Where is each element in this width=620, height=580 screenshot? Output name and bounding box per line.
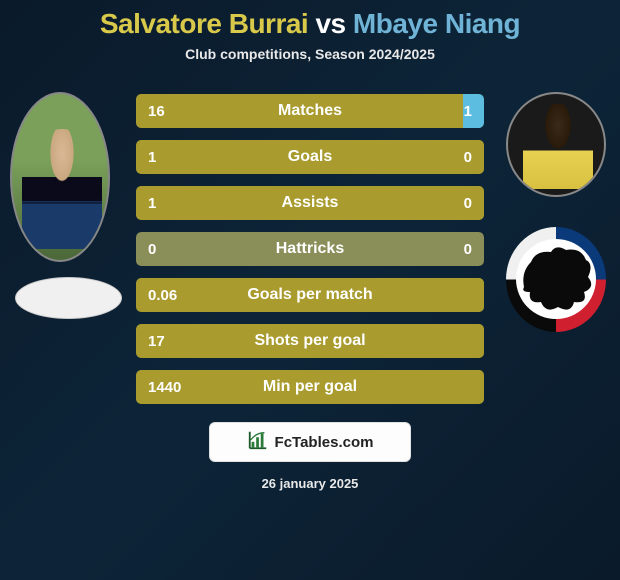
stat-label: Hattricks <box>136 240 484 258</box>
stat-label: Goals per match <box>136 286 484 304</box>
player2-name: Mbaye Niang <box>353 8 520 39</box>
stat-row: 0.06Goals per match <box>136 278 484 312</box>
stat-label: Matches <box>136 102 484 120</box>
stats-list: 161Matches 10Goals 10Assists 00Hattricks 0.0… <box>136 92 484 404</box>
card-date: 26 january 2025 <box>0 476 620 491</box>
stat-row: 17Shots per goal <box>136 324 484 358</box>
stat-label: Min per goal <box>136 378 484 396</box>
stat-row: 1440Min per goal <box>136 370 484 404</box>
stat-row: 10Assists <box>136 186 484 220</box>
player1-name: Salvatore Burrai <box>100 8 308 39</box>
vs-separator: vs <box>315 8 345 39</box>
card-title: Salvatore Burrai vs Mbaye Niang <box>0 0 620 40</box>
stat-label: Goals <box>136 148 484 166</box>
stat-row: 161Matches <box>136 94 484 128</box>
player2-photo <box>506 92 606 197</box>
stat-label: Shots per goal <box>136 332 484 350</box>
player1-photo <box>10 92 110 262</box>
card-subtitle: Club competitions, Season 2024/2025 <box>0 46 620 62</box>
brand-label: FcTables.com <box>275 434 374 451</box>
stat-label: Assists <box>136 194 484 212</box>
sampdoria-silhouette-icon <box>516 242 596 317</box>
stat-row: 00Hattricks <box>136 232 484 266</box>
comparison-card: Salvatore Burrai vs Mbaye Niang Club com… <box>0 0 620 580</box>
player1-club-logo <box>15 277 122 319</box>
stat-row: 10Goals <box>136 140 484 174</box>
chart-bars-icon <box>247 429 269 455</box>
brand-badge[interactable]: FcTables.com <box>209 422 411 462</box>
main-area: 161Matches 10Goals 10Assists 00Hattricks 0.0… <box>0 92 620 491</box>
